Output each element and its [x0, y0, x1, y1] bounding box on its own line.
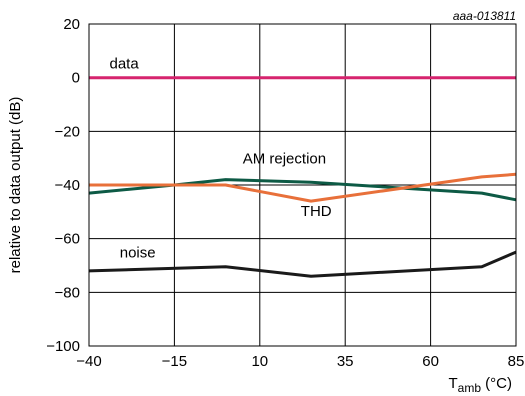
series-label-am-rejection: AM rejection [243, 151, 326, 168]
x-axis-title-main: T [448, 375, 457, 392]
x-axis-title-unit: (°C) [481, 375, 512, 392]
series-label-thd: THD [301, 203, 332, 220]
y-tick-labels: 20 0 −20 −40 −60 −80 −100 [46, 16, 80, 355]
y-tick-label: 20 [63, 16, 80, 33]
y-tick-label: −80 [55, 284, 80, 301]
x-axis-title-subscript: amb [458, 381, 482, 395]
figure-id: aaa-013811 [453, 9, 516, 23]
x-tick-labels: −40 −15 10 35 60 85 [76, 353, 524, 370]
x-tick-label: 10 [251, 353, 268, 370]
plot-frame [88, 23, 517, 347]
y-tick-label: −40 [55, 177, 80, 194]
y-tick-label: −60 [55, 231, 80, 248]
series-line-thd [89, 172, 517, 203]
x-axis-title: Tamb (°C) [448, 375, 512, 395]
y-axis-title: relative to data output (dB) [7, 97, 24, 274]
series-line-noise [88, 250, 517, 278]
x-tick-label: 60 [422, 353, 439, 370]
series-lines [88, 76, 517, 278]
series-label-noise: noise [120, 244, 156, 261]
x-tick-label: −15 [162, 353, 187, 370]
series-labels: data AM rejection THD noise [109, 55, 331, 261]
y-tick-label: −20 [55, 123, 80, 140]
series-label-data: data [109, 55, 139, 72]
x-tick-label: 85 [508, 353, 525, 370]
x-tick-label: 35 [337, 353, 354, 370]
x-tick-label: −40 [76, 353, 101, 370]
y-tick-label: 0 [72, 70, 80, 87]
y-tick-label: −100 [46, 338, 80, 355]
